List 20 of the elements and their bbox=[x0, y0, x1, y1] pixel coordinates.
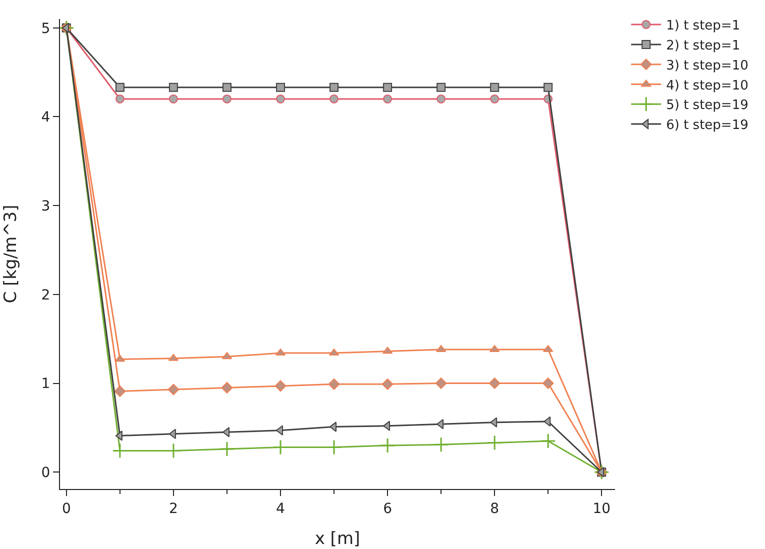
x-tick-label: 0 bbox=[62, 500, 71, 517]
y-tick-label: 2 bbox=[41, 287, 50, 304]
legend-label: 5) t step=19 bbox=[666, 98, 748, 114]
x-tick-label: 8 bbox=[490, 500, 500, 517]
y-tick-label: 1 bbox=[41, 376, 50, 392]
legend-label: 2) t step=1 bbox=[666, 38, 740, 54]
x-axis-title: x [m] bbox=[314, 529, 360, 549]
y-axis-title: C [kg/m^3] bbox=[1, 204, 21, 304]
x-tick-label: 4 bbox=[276, 500, 286, 517]
legend-label: 3) t step=10 bbox=[666, 58, 748, 74]
y-tick-label: 0 bbox=[41, 465, 50, 482]
y-tick-label: 3 bbox=[41, 198, 50, 214]
legend-label: 6) t step=19 bbox=[666, 118, 748, 134]
x-tick-label: 10 bbox=[592, 500, 611, 517]
x-tick-label: 6 bbox=[383, 500, 392, 517]
y-tick-label: 5 bbox=[41, 20, 50, 37]
legend-label: 4) t step=10 bbox=[666, 78, 748, 94]
legend-label: 1) t step=1 bbox=[666, 18, 740, 34]
y-tick-label: 4 bbox=[41, 110, 50, 126]
x-tick-label: 2 bbox=[169, 500, 178, 517]
